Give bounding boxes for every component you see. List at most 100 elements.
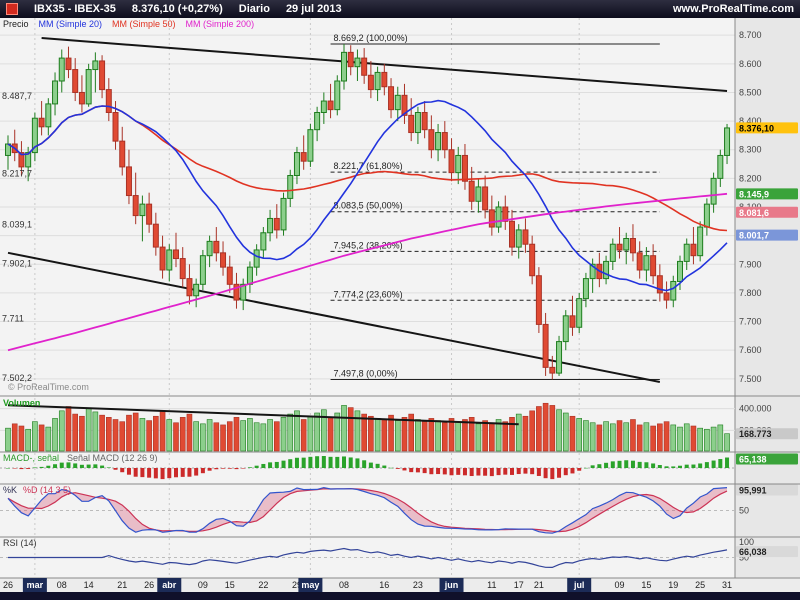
left-price-label: 8.487,7: [2, 91, 32, 101]
volume-badge: 168.773: [739, 429, 772, 439]
x-axis-tick: 29: [292, 580, 302, 590]
volume-bar: [636, 424, 643, 452]
macd-histogram-bar: [194, 468, 199, 476]
legend-item: MM (Simple 50): [112, 19, 176, 29]
candle-body: [515, 229, 522, 248]
site-link[interactable]: www.ProRealTime.com: [672, 3, 794, 15]
time-axis[interactable]: [0, 578, 800, 592]
volume-bar: [374, 418, 381, 452]
volume-bar: [388, 414, 394, 452]
candle-body: [65, 57, 72, 71]
candle-body: [448, 149, 455, 174]
volume-bar: [119, 421, 126, 452]
macd-histogram-bar: [328, 456, 333, 468]
volume-bar: [253, 422, 260, 452]
candle-body: [663, 292, 670, 301]
candle-body: [334, 80, 341, 111]
legend-item: Señal MACD (12 26 9): [67, 453, 158, 463]
volume-bar: [421, 421, 428, 452]
volume-bar: [213, 422, 220, 452]
candle-body: [549, 366, 556, 374]
volume-bar: [287, 413, 294, 452]
x-axis-tick: 21: [534, 580, 544, 590]
x-axis-month-label: mar: [27, 580, 44, 590]
x-axis-tick: 15: [641, 580, 651, 590]
candle-body: [421, 112, 428, 131]
candle-body: [603, 260, 610, 280]
candle-body: [199, 255, 206, 285]
macd-histogram-bar: [214, 468, 219, 470]
macd-histogram-bar: [510, 468, 514, 475]
candle-body: [414, 112, 421, 134]
macd-histogram-bar: [73, 463, 78, 468]
macd-histogram-bar: [12, 468, 17, 469]
x-axis-month-label: jul: [573, 580, 585, 590]
macd-histogram-bar: [207, 468, 212, 471]
volume-bar: [321, 409, 327, 452]
rsi-badge-bg: [736, 546, 798, 558]
candle-body: [710, 177, 717, 205]
x-axis-tick: 14: [84, 580, 94, 590]
macd-histogram-bar: [563, 468, 568, 476]
volume-bar: [509, 417, 515, 452]
y-axis-tick: 8.700: [739, 30, 762, 40]
volume-bar: [616, 420, 623, 452]
macd-histogram-bar: [456, 468, 461, 475]
macd-histogram-bar: [100, 465, 105, 468]
month-chip: [567, 578, 592, 592]
macd-histogram-bar: [536, 468, 541, 476]
y-axis-tick: 7.900: [739, 259, 762, 269]
macd-histogram-bar: [221, 468, 226, 469]
macd-histogram-bar: [227, 468, 232, 469]
candle-body: [455, 154, 462, 174]
candle-body: [354, 57, 361, 68]
macd-histogram-bar: [19, 468, 24, 470]
volume-bar: [515, 413, 522, 452]
candle-body: [690, 243, 697, 257]
volume-bar: [683, 423, 690, 452]
macd-histogram-bar: [617, 460, 622, 468]
volume-bar: [583, 420, 589, 452]
x-axis-tick: 21: [117, 580, 127, 590]
volume-bar: [495, 419, 502, 452]
macd-histogram-bar: [315, 456, 320, 468]
macd-histogram-bar: [395, 468, 400, 469]
macd-histogram-bar: [79, 464, 84, 468]
volume-bar: [327, 417, 334, 452]
volume-bar: [677, 426, 683, 452]
macd-histogram-bar: [6, 468, 10, 469]
candle-body: [677, 260, 683, 282]
macd-histogram-bar: [261, 463, 266, 468]
volume-bar: [408, 413, 415, 452]
candle-body: [650, 255, 657, 277]
macd-histogram-bar: [389, 467, 394, 469]
candle-body: [542, 323, 549, 368]
volume-bar: [401, 417, 408, 452]
macd-badge-bg: [736, 453, 798, 465]
candle-body: [119, 140, 126, 168]
macd-histogram-bar: [348, 457, 353, 468]
macd-histogram-bar: [657, 465, 662, 468]
volume-bar: [489, 422, 495, 452]
volume-bar: [428, 418, 435, 452]
volume-bar: [45, 426, 52, 452]
rsi-panel-label: RSI (14): [3, 538, 37, 548]
macd-histogram-bar: [637, 461, 642, 468]
candle-body: [394, 94, 401, 111]
candle-body: [562, 315, 569, 343]
volume-bar: [314, 412, 320, 452]
volume-bar: [186, 413, 193, 452]
candle-body: [314, 112, 321, 131]
legend-item: %D (14 3 5): [23, 485, 71, 495]
macd-histogram-bar: [46, 465, 51, 468]
volume-bar: [697, 427, 703, 452]
rsi-axis-tick: 100: [739, 537, 754, 547]
stoch-axis-tick: 50: [739, 506, 749, 516]
volume-trendline: [7, 404, 519, 426]
x-axis-tick: 31: [722, 580, 732, 590]
x-axis-tick: 08: [57, 580, 67, 590]
month-chip: [439, 578, 464, 592]
macd-histogram-bar: [476, 468, 481, 476]
volume-bar: [32, 421, 38, 452]
volume-bar: [153, 415, 159, 452]
